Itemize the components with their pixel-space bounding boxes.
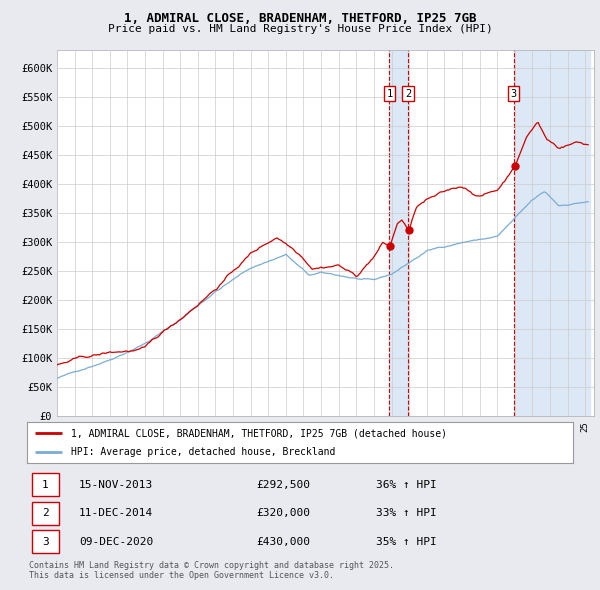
Text: Price paid vs. HM Land Registry's House Price Index (HPI): Price paid vs. HM Land Registry's House … <box>107 24 493 34</box>
FancyBboxPatch shape <box>32 530 59 553</box>
Text: 36% ↑ HPI: 36% ↑ HPI <box>376 480 437 490</box>
Bar <box>514 50 590 416</box>
Text: 3: 3 <box>511 88 517 99</box>
Text: Contains HM Land Registry data © Crown copyright and database right 2025.: Contains HM Land Registry data © Crown c… <box>29 560 394 569</box>
FancyBboxPatch shape <box>32 502 59 525</box>
Text: 11-DEC-2014: 11-DEC-2014 <box>79 509 153 518</box>
Text: 1: 1 <box>42 480 49 490</box>
Text: 35% ↑ HPI: 35% ↑ HPI <box>376 537 437 546</box>
Text: £292,500: £292,500 <box>256 480 310 490</box>
Text: 1, ADMIRAL CLOSE, BRADENHAM, THETFORD, IP25 7GB (detached house): 1, ADMIRAL CLOSE, BRADENHAM, THETFORD, I… <box>71 428 446 438</box>
Text: 3: 3 <box>42 537 49 546</box>
Text: £430,000: £430,000 <box>256 537 310 546</box>
Text: This data is licensed under the Open Government Licence v3.0.: This data is licensed under the Open Gov… <box>29 571 334 580</box>
Text: 33% ↑ HPI: 33% ↑ HPI <box>376 509 437 518</box>
Text: 2: 2 <box>42 509 49 518</box>
Text: 09-DEC-2020: 09-DEC-2020 <box>79 537 153 546</box>
Text: 1, ADMIRAL CLOSE, BRADENHAM, THETFORD, IP25 7GB: 1, ADMIRAL CLOSE, BRADENHAM, THETFORD, I… <box>124 12 476 25</box>
Text: HPI: Average price, detached house, Breckland: HPI: Average price, detached house, Brec… <box>71 447 335 457</box>
Text: £320,000: £320,000 <box>256 509 310 518</box>
Text: 1: 1 <box>386 88 392 99</box>
Bar <box>389 50 408 416</box>
FancyBboxPatch shape <box>32 473 59 497</box>
Text: 2: 2 <box>405 88 411 99</box>
Text: 15-NOV-2013: 15-NOV-2013 <box>79 480 153 490</box>
